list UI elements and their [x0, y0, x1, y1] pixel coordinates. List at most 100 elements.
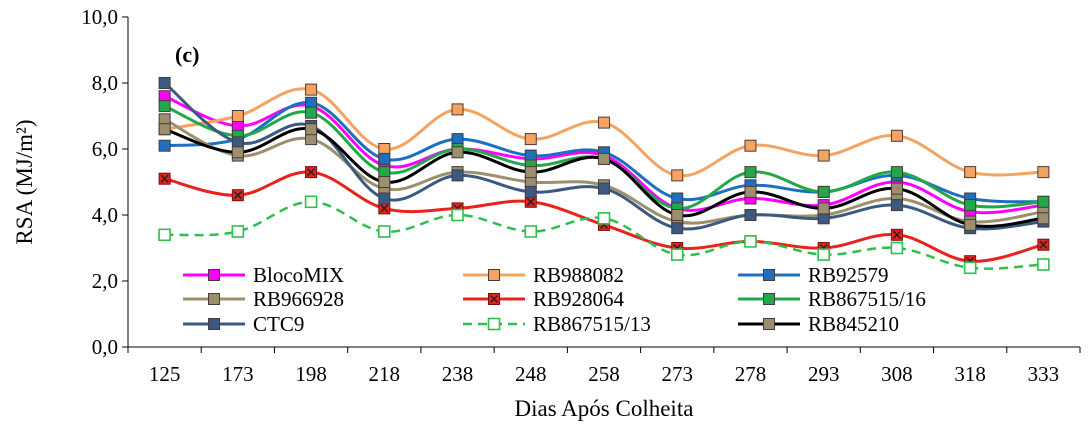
- data-point: [158, 100, 171, 113]
- legend-label: CTC9: [253, 312, 304, 336]
- data-point: [378, 176, 391, 188]
- data-point: [378, 143, 391, 155]
- data-point: [304, 195, 318, 209]
- data-point: [671, 209, 684, 221]
- data-point: [231, 136, 244, 149]
- legend-item: CTC9: [183, 312, 304, 336]
- data-point: [305, 123, 318, 136]
- data-point: [231, 146, 244, 159]
- x-tick-label: 308: [881, 362, 913, 386]
- legend-label: RB867515/13: [533, 312, 651, 336]
- y-tick-label: 0,0: [92, 335, 118, 359]
- legend-label: RB845210: [808, 312, 899, 336]
- panel-label: (c): [175, 42, 199, 67]
- legend-label: RB867515/16: [808, 287, 926, 311]
- legend-item: BlocoMIX: [183, 263, 344, 287]
- x-tick-label: 198: [295, 362, 327, 386]
- data-point: [524, 166, 537, 179]
- data-point: [744, 166, 757, 179]
- data-point: [1037, 166, 1050, 179]
- data-point: [524, 133, 537, 146]
- data-point: [817, 248, 830, 261]
- legend-item: RB845210: [738, 312, 899, 336]
- x-tick-label: 125: [149, 362, 181, 386]
- x-tick-label: 238: [442, 362, 474, 386]
- data-point: [451, 208, 464, 222]
- data-point: [598, 152, 610, 165]
- data-point: [890, 129, 903, 142]
- data-point: [670, 248, 684, 261]
- legend-item: RB966928: [183, 287, 344, 311]
- data-point: [817, 149, 830, 162]
- legend-item: RB988082: [463, 263, 624, 287]
- legend-marker: [487, 317, 501, 331]
- y-tick-label: 10,0: [81, 5, 118, 29]
- legend-item: RB92579: [738, 263, 889, 287]
- legend-marker: [488, 269, 500, 281]
- data-point: [524, 149, 537, 162]
- data-point: [524, 225, 538, 238]
- data-point: [158, 90, 171, 103]
- data-point: [744, 139, 757, 152]
- legend-marker: [208, 318, 220, 330]
- y-axis-title: RSA (MJ/m²): [12, 119, 37, 244]
- data-point: [451, 169, 464, 182]
- x-tick-label: 258: [588, 362, 620, 386]
- data-point: [158, 77, 171, 89]
- y-tick-label: 6,0: [92, 137, 118, 161]
- data-point-cross: [892, 230, 901, 239]
- data-point: [817, 185, 830, 198]
- data-point: [451, 146, 464, 159]
- data-point: [1037, 258, 1050, 271]
- data-point-cross: [307, 168, 316, 177]
- x-tick-label: 248: [515, 362, 547, 386]
- x-tick-label: 278: [735, 362, 767, 386]
- data-point: [305, 96, 318, 109]
- series-line: [164, 200, 1044, 270]
- data-point: [744, 185, 757, 198]
- data-point: [378, 192, 391, 205]
- x-tick-label: 218: [369, 362, 401, 386]
- data-point: [378, 152, 391, 165]
- data-point: [305, 106, 318, 119]
- x-axis-title: Dias Após Colheita: [515, 396, 694, 421]
- data-point: [597, 212, 611, 225]
- legend-marker: [208, 293, 220, 305]
- data-point: [964, 218, 977, 231]
- data-point-cross: [380, 204, 389, 213]
- data-point: [378, 166, 391, 179]
- data-point: [890, 241, 904, 255]
- data-point: [817, 202, 830, 215]
- data-point: [305, 133, 318, 146]
- data-point-cross: [160, 174, 169, 183]
- series-rb988082: [158, 83, 1050, 182]
- data-point: [964, 166, 977, 179]
- data-point-cross: [233, 191, 242, 200]
- data-point: [158, 113, 171, 126]
- legend-marker: [763, 293, 775, 305]
- data-point: [158, 123, 171, 136]
- legend-item: RB928064: [463, 287, 625, 311]
- series-layer: [158, 77, 1050, 275]
- series-rb845210: [158, 123, 1050, 231]
- legend-item: RB867515/13: [463, 312, 651, 336]
- data-point-cross: [1039, 240, 1048, 249]
- data-point: [1037, 212, 1050, 225]
- y-tick-label: 8,0: [92, 71, 118, 95]
- data-point-cross: [526, 197, 535, 206]
- data-point: [451, 103, 464, 116]
- data-point: [231, 119, 244, 132]
- data-point: [598, 182, 610, 195]
- y-tick-label: 4,0: [92, 203, 118, 227]
- legend-marker: [763, 269, 775, 281]
- legend-label: RB928064: [533, 287, 625, 311]
- x-tick-label: 173: [222, 362, 254, 386]
- data-point: [964, 199, 977, 212]
- legend-marker: [208, 269, 220, 281]
- data-point: [231, 225, 245, 238]
- x-tick-label: 293: [808, 362, 840, 386]
- series-rb867515-13: [158, 195, 1050, 275]
- x-tick-label: 318: [954, 362, 986, 386]
- x-tick-label: 273: [661, 362, 693, 386]
